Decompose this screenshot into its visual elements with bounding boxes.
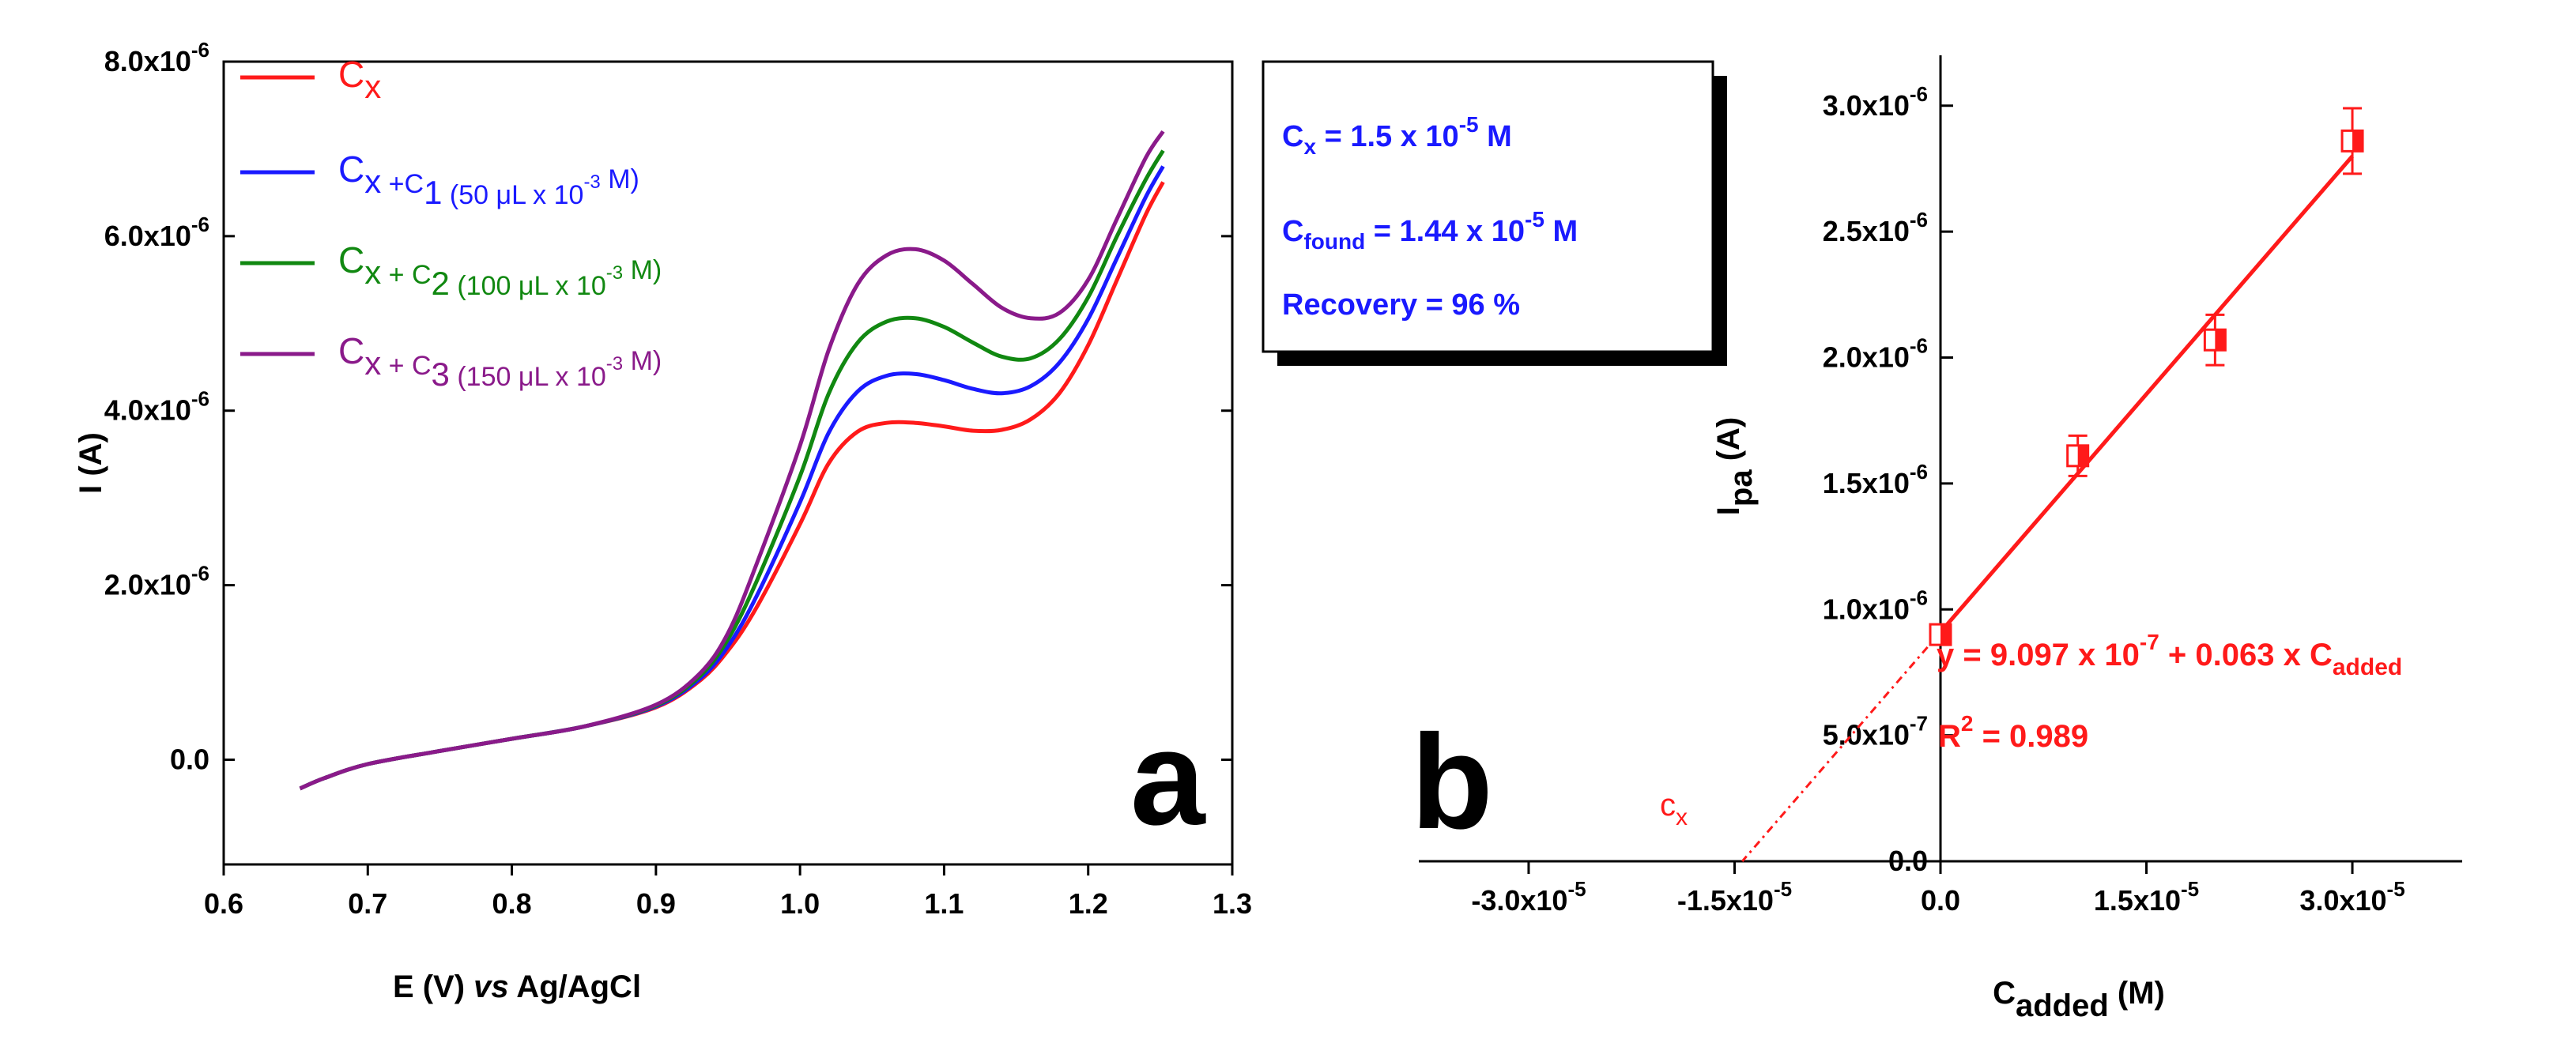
series-line-Cx+C2 xyxy=(299,149,1165,791)
results-info-box: Cx = 1.5 x 10-5 M Cfound = 1.44 x 10-5 M… xyxy=(1262,60,1727,366)
panel-b-x-tick-label: 1.5x10-5 xyxy=(2094,877,2199,917)
series-line-Cx+C3 xyxy=(299,130,1165,791)
panel-b-x-tick-label: 0.0 xyxy=(1921,884,1960,917)
info-recovery-line: Recovery = 96 % xyxy=(1282,288,1520,322)
panel-a-x-tick-label: 1.3 xyxy=(1213,887,1252,920)
panel-a-x-tick-label: 1.0 xyxy=(780,887,820,920)
panel-b-x-tick-label: -3.0x10-5 xyxy=(1471,877,1586,917)
data-point-3 xyxy=(2340,107,2364,175)
panel-b-y-tick-label: 1.0x10-6 xyxy=(1823,586,1928,625)
data-point-1 xyxy=(2066,434,2090,477)
panel-b-y-tick-label: 1.5x10-6 xyxy=(1823,460,1928,499)
panel-a-y-tick-label: 6.0x10-6 xyxy=(104,213,209,252)
point-marker-fill xyxy=(2215,329,2226,351)
legend-entry-Cx+C2: Cx + C2 (100 μL x 10-3 M) xyxy=(338,239,662,302)
legend-entry-Cx+C3: Cx + C3 (150 μL x 10-3 M) xyxy=(338,330,662,393)
panel-a-y-ticks: 0.0 2.0x10-6 4.0x10-6 6.0x10-6 8.0x10-6 xyxy=(104,38,1232,775)
panel-a-x-tick-label: 1.1 xyxy=(924,887,964,920)
panel-b-y-tick-label: 5.0x10-7 xyxy=(1823,712,1928,751)
panel-b-x-ticks: -3.0x10-5 -1.5x10-5 0.0 1.5x10-5 3.0x10-5 xyxy=(1419,860,2462,917)
panel-a-letter: a xyxy=(1130,703,1206,853)
panel-b-y-axis-label: Ipa (A) xyxy=(1711,417,1759,515)
panel-b-y-ticks: 0.05.0x10-71.0x10-61.5x10-62.0x10-62.5x1… xyxy=(1823,55,1953,877)
panel-b-letter: b xyxy=(1411,707,1493,857)
panel-b-x-tick-label: 3.0x10-5 xyxy=(2299,877,2404,917)
fit-equation: y = 9.097 x 10-7 + 0.063 x Cadded xyxy=(1937,630,2402,680)
info-cfound-line: Cfound = 1.44 x 10-5 M xyxy=(1282,207,1578,254)
info-box-frame xyxy=(1262,60,1714,353)
panel-a-x-tick-label: 1.2 xyxy=(1069,887,1108,920)
legend-entry-Cx+C1: Cx +C1 (50 μL x 10-3 M) xyxy=(338,149,639,211)
panel-b-fit xyxy=(1741,154,2354,862)
cx-intercept-label: cx xyxy=(1660,788,1688,830)
panel-b-y-tick-label: 2.5x10-6 xyxy=(1823,208,1928,247)
panel-a-legend: Cx Cx +C1 (50 μL x 10-3 M) Cx + C2 (100 μL… xyxy=(240,54,662,393)
panel-a-y-tick-label: 0.0 xyxy=(170,743,209,775)
point-marker-fill xyxy=(2077,445,2088,466)
panel-a-y-tick-label: 4.0x10-6 xyxy=(104,387,209,427)
panel-a-curves xyxy=(299,130,1165,791)
legend-entry-Cx: Cx xyxy=(338,54,381,105)
panel-b-x-axis-label: Cadded (M) xyxy=(1993,976,2165,1023)
panel-a-x-tick-label: 0.9 xyxy=(636,887,676,920)
fit-line xyxy=(1939,154,2354,634)
panel-a-y-axis-label: I (A) xyxy=(74,432,108,494)
point-marker-fill xyxy=(2352,130,2363,152)
data-point-2 xyxy=(2203,313,2227,367)
info-cx-line: Cx = 1.5 x 10-5 M xyxy=(1282,112,1512,159)
panel-a-chart: 0.02.0x10-64.0x10-66.0x10-68.0x10-6 0.6 0… xyxy=(74,38,1252,1004)
point-marker-fill xyxy=(1940,624,1951,646)
panel-a-x-axis-label: E (V) vs Ag/AgCl xyxy=(393,970,641,1004)
panel-a-plot-frame xyxy=(222,60,1234,866)
panel-a-x-ticks: 0.6 0.7 0.8 0.9 1.0 1.1 1.2 1.3 xyxy=(204,864,1252,920)
panel-a-x-tick-label: 0.6 xyxy=(204,887,243,920)
panel-a-x-tick-label: 0.8 xyxy=(492,887,532,920)
panel-a-y-tick-label: 2.0x10-6 xyxy=(104,562,209,601)
fit-extrapolation xyxy=(1741,631,1942,862)
panel-b-y-tick-label: 3.0x10-6 xyxy=(1823,82,1928,122)
panel-a-y-tick-label: 8.0x10-6 xyxy=(104,38,209,77)
data-point-0 xyxy=(1929,623,1952,646)
panel-b-y-tick-label: 2.0x10-6 xyxy=(1823,334,1928,374)
panel-a-x-tick-label: 0.7 xyxy=(348,887,387,920)
panel-b-points xyxy=(1929,107,2364,646)
panel-b-chart: 0.0 5.0x10-7 1.0x10-6 1.5x10-6 2.0x10-6 2.5x1… xyxy=(1411,55,2462,1023)
panel-b-x-tick-label: -1.5x10-5 xyxy=(1677,877,1792,917)
r-squared: R2 = 0.989 xyxy=(1938,711,2088,754)
